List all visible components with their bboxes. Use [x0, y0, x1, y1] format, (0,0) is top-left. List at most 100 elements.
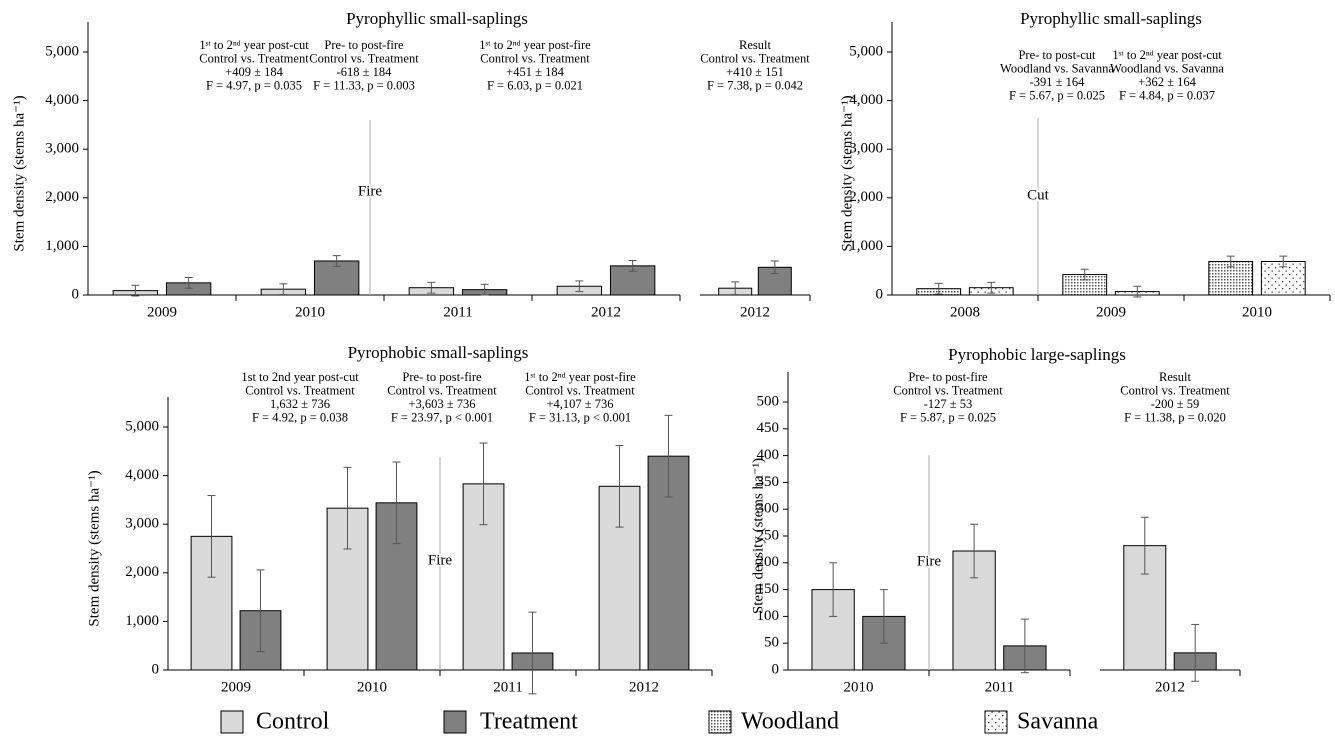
error-bar	[1133, 285, 1142, 298]
annotation: Pre- to post-fire	[908, 370, 988, 384]
annotation: -127 ± 53	[924, 397, 973, 411]
chart-title: Pyrophyllic small-saplings	[346, 9, 528, 28]
y-tick-label: 200	[757, 554, 780, 570]
annotation: 1ˢᵗ to 2ⁿᵈ year post-fire	[479, 38, 591, 52]
error-bar	[1191, 623, 1200, 682]
error-bar	[1080, 268, 1089, 281]
annotation: Control vs. Treatment	[1120, 383, 1230, 397]
y-tick-label: 2,000	[125, 564, 159, 580]
y-tick-label: 100	[757, 608, 780, 624]
annotation: F = 4.97, p = 0.035	[206, 78, 302, 92]
bar	[462, 483, 505, 671]
error-bar	[1226, 255, 1235, 268]
x-tick-label: 2012	[629, 679, 659, 695]
y-tick-label: 0	[772, 661, 780, 677]
y-tick-label: 500	[757, 393, 780, 409]
annotation: Woodland vs. Savanna	[1110, 61, 1224, 75]
x-tick-label: 2011	[985, 679, 1014, 695]
x-tick-label: 2009	[221, 679, 251, 695]
annotation: +3,603 ± 736	[408, 397, 475, 411]
annotation: Woodland vs. Savanna	[1000, 61, 1114, 75]
y-tick-label: 450	[757, 420, 780, 436]
error-bar	[480, 283, 489, 296]
legend-swatch	[220, 710, 244, 734]
annotation: 1ˢᵗ to 2ⁿᵈ year post-cut	[1112, 48, 1222, 62]
bar	[1208, 260, 1254, 296]
annotation: Control vs. Treatment	[893, 383, 1003, 397]
annotation: F = 4.92, p = 0.038	[252, 410, 348, 424]
annotation: Result	[1159, 370, 1191, 384]
error-bar	[731, 281, 740, 296]
error-bar	[1140, 516, 1149, 575]
chart-title: Pyrophobic large-saplings	[948, 345, 1126, 364]
error-bar	[664, 414, 673, 498]
annotation: Control vs. Treatment	[199, 51, 309, 65]
y-tick-label: 400	[757, 447, 780, 463]
annotation: +362 ± 164	[1138, 75, 1196, 89]
annotation: F = 31.13, p < 0.001	[529, 410, 631, 424]
error-bar	[1020, 618, 1029, 674]
error-bar	[615, 444, 624, 528]
x-tick-label: 2010	[295, 304, 325, 320]
y-tick-label: 1,000	[849, 238, 883, 254]
error-bar	[427, 281, 436, 294]
error-bar	[256, 569, 265, 653]
error-bar	[987, 281, 996, 294]
annotation: Control vs. Treatment	[700, 51, 810, 65]
annotation: 1ˢᵗ to 2ⁿᵈ year post-cut	[199, 38, 309, 52]
divider-label: Cut	[1027, 187, 1050, 203]
annotation: F = 4.84, p = 0.037	[1119, 88, 1215, 102]
error-bar	[770, 260, 779, 275]
divider-label: Fire	[358, 183, 383, 199]
y-tick-label: 0	[152, 661, 160, 677]
x-tick-label: 2010	[844, 679, 874, 695]
y-tick-label: 5,000	[125, 418, 159, 434]
legend-swatch	[984, 710, 1008, 734]
y-tick-label: 250	[757, 527, 780, 543]
x-tick-label: 2012	[1155, 679, 1185, 695]
annotation: 1st to 2nd year post-cut	[241, 370, 359, 384]
error-bar	[343, 466, 352, 550]
chart-title: Pyrophobic small-saplings	[348, 343, 529, 362]
annotation: F = 11.38, p = 0.020	[1124, 410, 1226, 424]
annotation: F = 5.87, p = 0.025	[900, 410, 996, 424]
y-tick-label: 3,000	[125, 516, 159, 532]
error-bar	[934, 282, 943, 295]
legend-label: Savanna	[1017, 709, 1099, 735]
y-axis-label: Stem density (stems ha⁻¹)	[750, 458, 766, 614]
y-tick-label: 150	[757, 581, 780, 597]
y-tick-label: 5,000	[45, 43, 79, 59]
annotation: +409 ± 184	[225, 65, 283, 79]
annotation: Control vs. Treatment	[525, 383, 635, 397]
y-tick-label: 5,000	[849, 43, 883, 59]
x-tick-label: 2010	[1242, 304, 1272, 320]
annotation: F = 6.03, p = 0.021	[487, 78, 583, 92]
annotation: +410 ± 151	[726, 65, 784, 79]
annotation: Control vs. Treatment	[480, 51, 590, 65]
x-tick-label: 2011	[443, 304, 472, 320]
legend-swatch	[708, 710, 732, 734]
annotation: Result	[739, 38, 771, 52]
error-bar	[575, 280, 584, 293]
y-tick-label: 1,000	[45, 238, 79, 254]
annotation: Pre- to post-fire	[324, 38, 404, 52]
annotation: Control vs. Treatment	[387, 383, 497, 397]
annotation: -391 ± 164	[1030, 75, 1086, 89]
annotation: +451 ± 184	[506, 65, 564, 79]
x-tick-label: 2012	[740, 304, 770, 320]
y-tick-label: 0	[876, 286, 884, 302]
y-tick-label: 350	[757, 474, 780, 490]
annotation: Pre- to post-cut	[1018, 48, 1096, 62]
annotation: Pre- to post-fire	[402, 370, 482, 384]
error-bar	[131, 284, 140, 297]
annotation: -200 ± 59	[1151, 397, 1200, 411]
y-tick-label: 2,000	[45, 189, 79, 205]
error-bar	[829, 562, 838, 617]
error-bar	[1279, 255, 1288, 268]
x-tick-label: 2010	[357, 679, 387, 695]
divider-label: Fire	[428, 552, 453, 568]
annotation: F = 11.33, p = 0.003	[313, 78, 415, 92]
y-tick-label: 4,000	[125, 467, 159, 483]
y-tick-label: 3,000	[849, 141, 883, 157]
